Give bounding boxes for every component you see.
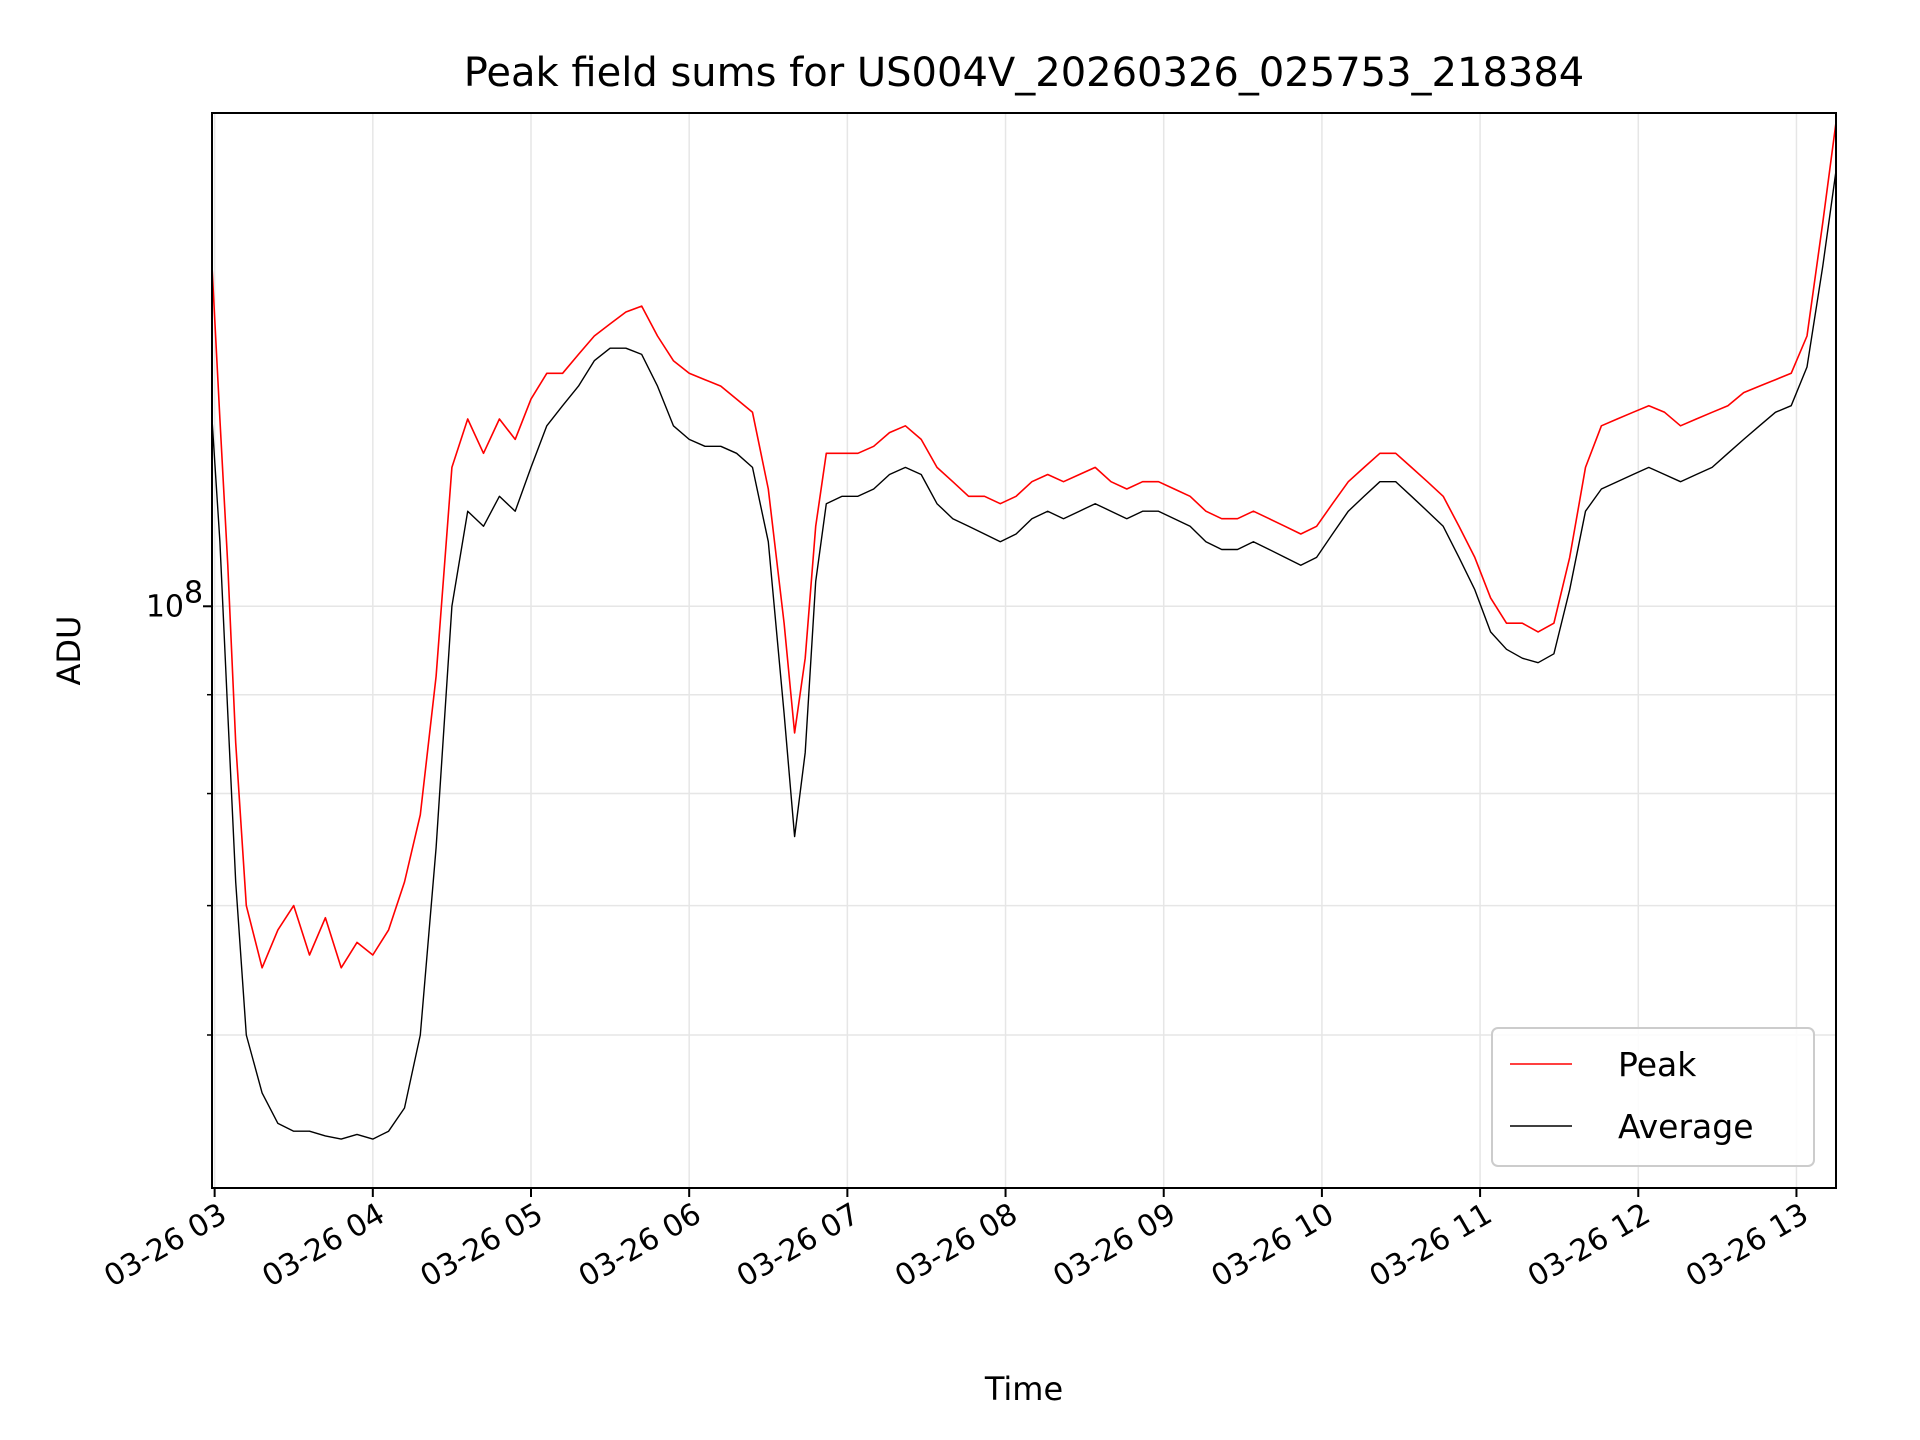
legend-label-average: Average — [1618, 1107, 1754, 1146]
series-average-line — [211, 170, 1837, 1140]
plot-frame — [211, 112, 1837, 1189]
legend-box — [1491, 1027, 1815, 1167]
y-tick-label: 10 — [146, 589, 184, 624]
chart-title: Peak field sums for US004V_20260326_0257… — [464, 50, 1585, 96]
x-axis-label: Time — [984, 1370, 1063, 1408]
y-axis-label: ADU — [50, 616, 88, 686]
series-layer — [211, 122, 1837, 1140]
y-tick-label-exponent: 8 — [184, 575, 203, 610]
series-peak-line — [211, 122, 1837, 969]
legend: Peak Average — [1491, 1027, 1815, 1167]
gridlines — [212, 113, 1836, 1188]
legend-label-peak: Peak — [1618, 1045, 1697, 1084]
y-tick-label-base: 10 — [146, 589, 184, 624]
